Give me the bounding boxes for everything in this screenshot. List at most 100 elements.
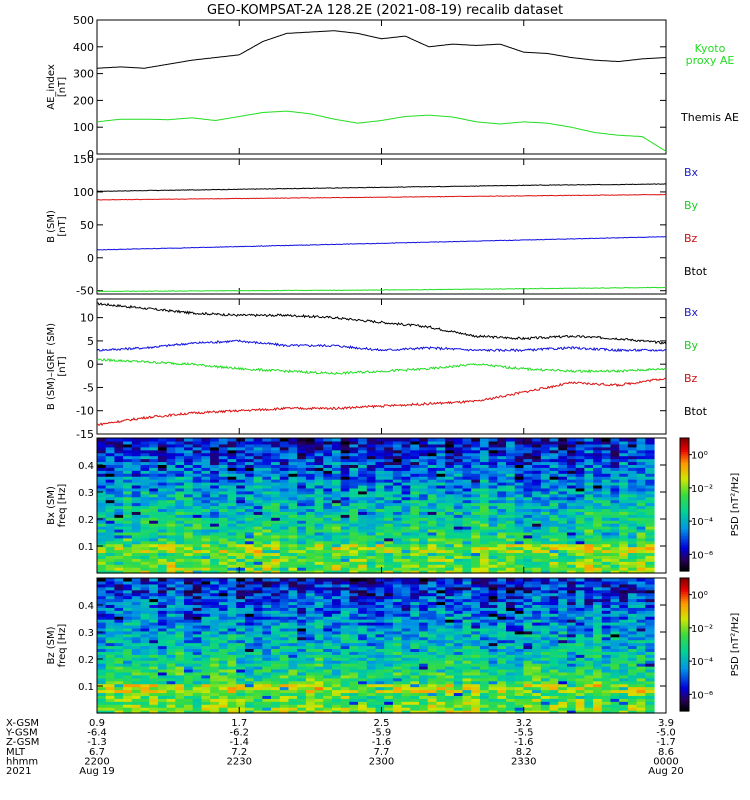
bz-spectrogram-cell [340,695,350,699]
bx-spectrogram-cell [410,520,420,524]
bx-spectrogram-cell [331,487,342,492]
bx-spectrogram-cell [123,490,133,495]
bx-spectrogram-cell [532,464,542,468]
bz-spectrogram-cell [210,639,220,644]
bx-spectrogram-cell [271,458,281,463]
bx-spectrogram-cell [314,505,324,510]
bx-spectrogram-cell [619,540,629,545]
bx-spectrogram-cell [462,540,472,545]
bx-spectrogram-cell [218,505,229,510]
bx-spectrogram-cell [436,490,446,495]
bx-spectrogram-cell [262,540,272,545]
bx-spectrogram-cell [427,452,438,457]
bx-spectrogram-cell [488,520,498,524]
bx-spectrogram-cell [201,455,211,460]
bx-spectrogram-cell [358,458,368,463]
bz-spectrogram-cell [427,604,438,608]
bx-spectrogram-cell [610,476,620,480]
bx-spectrogram-cell [419,487,429,492]
bx-spectrogram-cell [558,540,568,545]
bx-spectrogram-cell [218,508,229,512]
bz-spectrogram-cell [323,654,333,658]
bx-spectrogram-cell [210,473,220,477]
bx-spectrogram-cell [314,514,324,518]
bx-spectrogram-cell [401,440,411,445]
bx-spectrogram-cell [566,505,577,510]
bz-spectrogram-cell [227,689,237,694]
bx-spectrogram-cell [523,523,533,527]
bx-spectrogram-cell [558,470,568,474]
bx-spectrogram-cell [114,493,124,498]
bz-spectrogram-cell [218,660,229,664]
bz-spectrogram-cell [323,689,333,694]
bz-spectrogram-cell [375,680,385,685]
bz-spectrogram-cell [123,680,133,685]
bz-spectrogram-cell [375,677,385,682]
bx-spectrogram-cell [244,440,255,445]
bx-spectrogram-cell [601,443,612,448]
bx-spectrogram-cell [384,517,394,521]
bx-spectrogram-cell [131,446,142,451]
bx-spectrogram-cell [488,526,498,530]
bz-spectrogram-cell [401,704,411,708]
bz-spectrogram-cell [123,610,133,614]
bx-spectrogram-cell [218,446,229,451]
bz-spectrogram-cell [401,630,411,635]
bz-spectrogram-cell [279,592,290,597]
bx-spectrogram-cell [123,508,133,512]
bz-spectrogram-cell [218,578,229,582]
bx-spectrogram-cell [97,499,107,504]
bx-spectrogram-cell [184,511,194,515]
bx-spectrogram-cell [175,467,185,471]
bx-spectrogram-cell [279,537,290,542]
bx-spectrogram-colorbar-frame [679,437,690,572]
bx-spectrogram-cell [549,528,559,533]
bz-spectrogram-cell [271,630,281,635]
bx-spectrogram-cell [506,552,516,556]
bx-spectrogram-cell [149,479,159,483]
bx-spectrogram-cell [366,526,377,530]
bx-spectrogram-cell [514,520,525,524]
bx-spectrogram-cell [149,487,159,492]
bx-spectrogram-cell [366,561,377,565]
bx-spectrogram-cell [479,531,490,536]
bx-spectrogram-cell [497,458,507,463]
bx-spectrogram-cell [358,490,368,495]
bz-spectrogram-cell [392,630,403,635]
bz-spectrogram-cell [349,660,359,664]
bx-spectrogram-cell [401,534,411,539]
bx-spectrogram-cell [358,517,368,521]
bx-spectrogram-cell [253,511,263,515]
bz-spectrogram-cell [149,707,159,711]
bx-spectrogram-cell [279,446,290,451]
bz-spectrogram-cell [210,598,220,603]
bx-spectrogram-cell [105,502,115,507]
bx-spectrogram-cell [549,534,559,539]
bz-spectrogram-cell [392,683,403,688]
bz-spectrogram-cell [218,695,229,699]
bz-spectrogram-cell [410,580,420,585]
bz-spectrogram-cell [97,680,107,685]
bx-spectrogram-cell [253,499,263,504]
bx-spectrogram-cell [471,446,481,451]
bx-spectrogram-cell [610,470,620,474]
bx-spectrogram-cell [453,508,464,512]
bz-spectrogram-cell [166,689,176,694]
bx-spectrogram-cell [523,558,533,562]
bz-spectrogram-cell [349,695,359,699]
bx-spectrogram-cell [575,514,585,518]
bz-spectrogram-cell [410,595,420,600]
bx-spectrogram-cell [105,499,115,504]
bz-spectrogram-cell [192,592,203,597]
bz-spectrogram-cell [166,630,176,635]
bx-spectrogram-cell [445,446,455,451]
bz-spectrogram-cell [253,578,263,582]
bz-spectrogram-cell [340,633,350,638]
bz-spectrogram-cell [331,607,342,611]
bx-spectrogram-cell [114,561,124,565]
bx-spectrogram-cell [166,484,176,489]
bz-spectrogram-cell [123,657,133,661]
bx-spectrogram-cell [323,517,333,521]
bx-spectrogram-cell [279,452,290,457]
bx-spectrogram-cell [392,517,403,521]
